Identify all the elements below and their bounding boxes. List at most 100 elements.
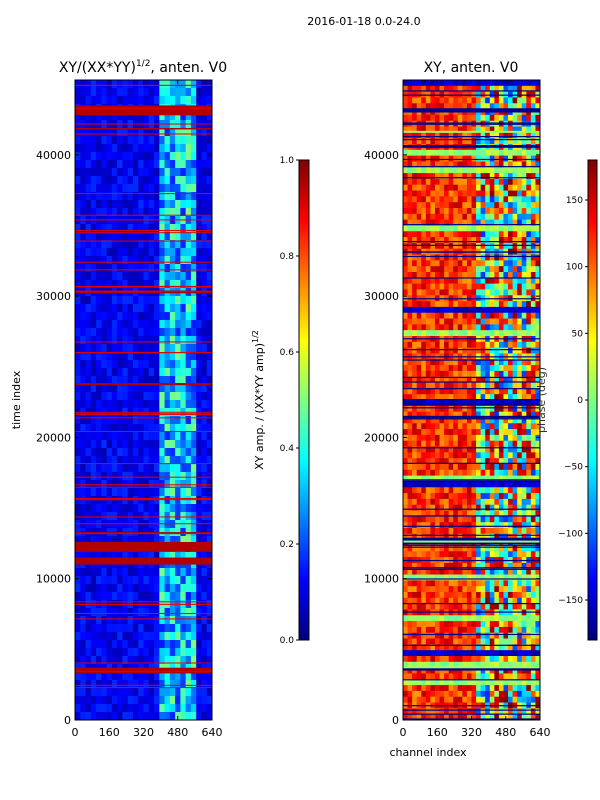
amplitude-cell [169, 296, 176, 305]
phase-cell [535, 306, 540, 314]
amplitude-cell [75, 424, 81, 433]
phase-cell [476, 347, 482, 354]
amplitude-cell [206, 168, 212, 177]
phase-cell [412, 464, 418, 471]
phase-cell [498, 272, 504, 279]
amplitude-cell [117, 304, 123, 313]
amplitude-cell [169, 656, 176, 665]
phase-cell [448, 568, 454, 576]
amplitude-cell [206, 240, 212, 249]
amplitude-cell [138, 432, 144, 441]
phase-cell [480, 458, 486, 465]
phase-cell [498, 562, 504, 570]
phase-cell [521, 138, 527, 145]
phase-cell [498, 388, 504, 395]
phase-cell [434, 574, 441, 581]
phase-cell [535, 202, 540, 209]
phase-cell [448, 85, 454, 93]
phase-cell [453, 283, 459, 290]
amplitude-cell [185, 456, 192, 465]
phase-cell [471, 429, 477, 436]
amplitude-cell [164, 192, 171, 201]
amplitude-cell [164, 424, 171, 433]
phase-cell [480, 592, 486, 599]
phase-cell [448, 458, 454, 465]
phase-cell [416, 231, 422, 238]
amplitude-cell [85, 376, 92, 385]
phase-cell [498, 510, 504, 517]
amplitude-cell [111, 400, 118, 409]
phase-cell [530, 173, 536, 180]
amplitude-cell [180, 208, 187, 217]
amplitude-cell [106, 272, 113, 281]
phase-cell [430, 138, 436, 145]
phase-cell [535, 231, 540, 238]
phase-cell [508, 219, 514, 226]
phase-cell [526, 347, 532, 354]
amplitude-cell [122, 592, 129, 601]
amplitude-cell [175, 608, 181, 617]
phase-cell [425, 208, 431, 215]
phase-cell [503, 452, 509, 459]
phase-cell [416, 423, 422, 430]
phase-cell [403, 510, 409, 517]
phase-cell [485, 196, 491, 203]
amplitude-cell [127, 440, 134, 449]
amplitude-cell [164, 520, 171, 529]
phase-cell [462, 341, 468, 349]
amplitude-cell [132, 424, 139, 433]
amplitude-cell [106, 504, 113, 513]
phase-cell [457, 522, 463, 529]
phase-cell [466, 464, 472, 471]
phase-cell [416, 528, 422, 535]
amplitude-cell [175, 224, 181, 233]
phase-cell [494, 458, 500, 465]
phase-cell [521, 196, 527, 203]
phase-cell [480, 272, 486, 279]
amplitude-cell [138, 312, 144, 321]
amplitude-cell [122, 112, 129, 121]
phase-cell [517, 434, 523, 442]
amplitude-cell [164, 328, 171, 337]
phase-cell [489, 242, 495, 250]
amplitude-cell [96, 680, 102, 689]
amplitude-cell [85, 472, 92, 481]
amplitude-cell [127, 656, 134, 665]
phase-cell [494, 574, 500, 581]
phase-cell [503, 580, 509, 587]
phase-cell [403, 586, 409, 593]
phase-cell [503, 202, 509, 209]
phase-cell [425, 341, 431, 349]
amplitude-cell [111, 704, 118, 713]
amplitude-cell [201, 176, 208, 185]
phase-cell [412, 173, 418, 180]
phase-cell [453, 528, 459, 535]
phase-cell [412, 324, 418, 331]
amplitude-cell [148, 176, 155, 185]
amplitude-cell [196, 136, 202, 145]
amplitude-cell [122, 184, 129, 193]
amplitude-cell [143, 496, 150, 505]
amplitude-cell [180, 440, 187, 449]
phase-cell [403, 237, 409, 244]
amplitude-cell [106, 160, 113, 169]
amplitude-cell [101, 392, 108, 401]
amplitude-cell [164, 376, 171, 385]
amplitude-cell [175, 648, 181, 657]
amplitude-cell [196, 400, 202, 409]
phase-cell [535, 347, 540, 354]
amplitude-cell [96, 248, 102, 257]
phase-cell [480, 138, 486, 145]
amplitude-cell [159, 240, 166, 249]
phase-cell [421, 586, 427, 593]
phase-cell [535, 155, 540, 162]
phase-cell [517, 213, 523, 221]
phase-cell [526, 603, 532, 610]
amplitude-cell [185, 368, 192, 377]
amplitude-cell [185, 624, 192, 633]
phase-cell [480, 260, 486, 267]
phase-cell [512, 504, 518, 512]
phase-cell [508, 196, 514, 203]
amplitude-cell [148, 144, 155, 153]
amplitude-cell [96, 184, 102, 193]
